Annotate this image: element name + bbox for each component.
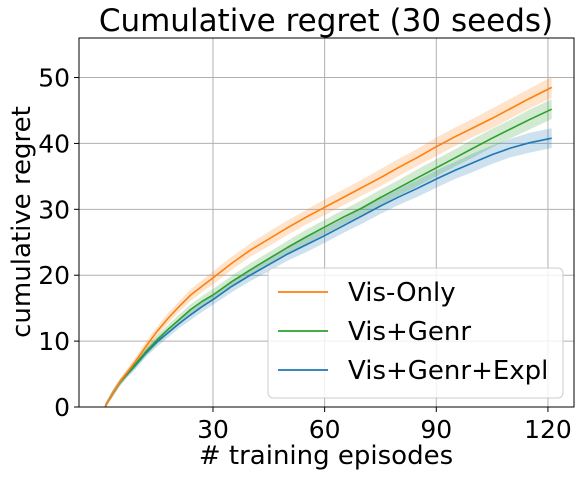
vis-genr-expl-line	[104, 137, 552, 408]
vis-genr-expl-confidence-band	[105, 128, 552, 408]
legend-label: Vis+Genr	[348, 317, 471, 347]
vis-only-line	[104, 86, 553, 408]
y-tick-label: 20	[38, 261, 70, 290]
x-tick-label: 60	[309, 415, 341, 444]
plot-frame	[78, 37, 575, 408]
y-tick-label: 10	[38, 327, 70, 356]
series-lines	[104, 86, 553, 408]
axis-ticks: 30 60 90 120 0 10 20 30 40 50	[38, 64, 572, 444]
legend-box	[267, 267, 564, 399]
legend-label: Vis+Genr+Expl	[348, 356, 548, 386]
y-tick-label: 40	[38, 129, 70, 158]
x-tick-label: 90	[420, 415, 452, 444]
legend-label: Vis-Only	[348, 278, 456, 308]
vis-genr-line	[104, 108, 553, 408]
y-tick-label: 30	[38, 195, 70, 224]
chart-title: Cumulative regret (30 seeds)	[99, 3, 553, 39]
y-tick-label: 0	[54, 393, 70, 422]
legend: Vis-Only Vis+Genr Vis+Genr+Expl	[267, 267, 564, 399]
x-tick-label: 120	[524, 415, 572, 444]
y-tick-label: 50	[38, 64, 70, 93]
x-axis-label: # training episodes	[199, 441, 453, 471]
x-tick-label: 30	[197, 415, 229, 444]
y-axis-label: cumulative regret	[7, 106, 37, 338]
